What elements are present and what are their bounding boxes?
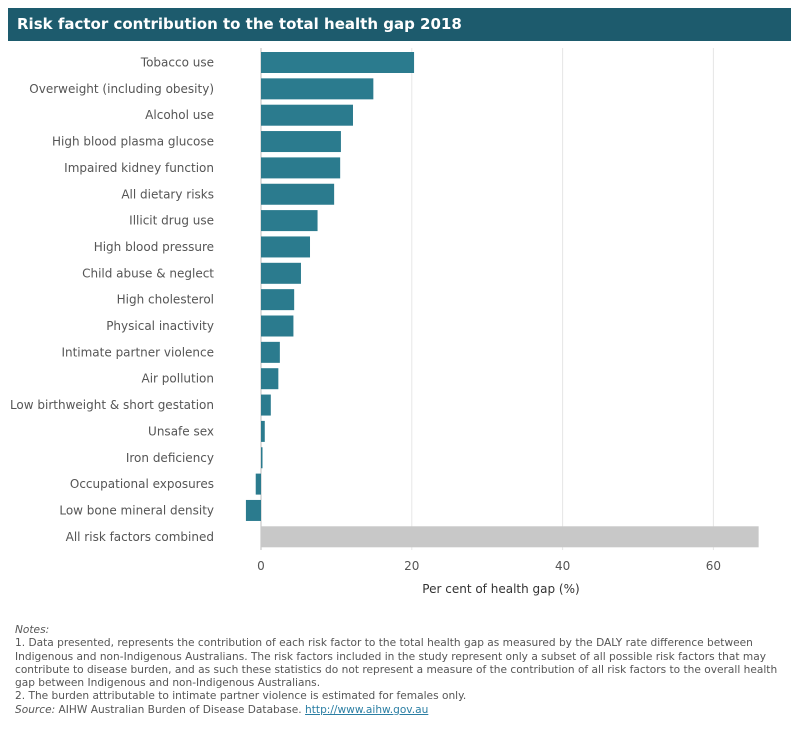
- x-tick-label: 60: [706, 559, 721, 573]
- category-labels: Tobacco use Overweight (including obesity…: [10, 56, 214, 544]
- bar-impaired-kidney-function[interactable]: [261, 157, 341, 179]
- bar-illicit-drug-use[interactable]: [261, 210, 318, 232]
- source-link[interactable]: http://www.aihw.gov.au: [305, 703, 429, 716]
- notes-section: Notes: 1. Data presented, represents the…: [15, 624, 785, 717]
- category-label: Air pollution: [141, 372, 214, 386]
- bar-high-cholesterol[interactable]: [261, 289, 295, 311]
- category-label: Child abuse & neglect: [82, 266, 214, 280]
- bar-occupational-exposures[interactable]: [255, 473, 261, 495]
- x-axis-title: Per cent of health gap (%): [422, 582, 579, 596]
- category-label: Overweight (including obesity): [29, 82, 214, 96]
- category-label: All dietary risks: [121, 187, 214, 201]
- bar-iron-deficiency[interactable]: [261, 447, 263, 469]
- bar-alcohol-use[interactable]: [261, 104, 353, 126]
- category-label: Alcohol use: [145, 108, 214, 122]
- x-tick-labels: 0 20 40 60: [257, 559, 721, 573]
- category-label: Illicit drug use: [129, 214, 214, 228]
- bars: [245, 52, 759, 548]
- x-tick-label: 0: [257, 559, 265, 573]
- bar-chart: Tobacco use Overweight (including obesity…: [10, 48, 759, 596]
- category-label: Iron deficiency: [126, 451, 214, 465]
- bar-high-blood-plasma-glucose[interactable]: [261, 131, 341, 153]
- bar-tobacco-use[interactable]: [261, 52, 415, 73]
- bar-air-pollution[interactable]: [261, 368, 279, 390]
- category-label: Low birthweight & short gestation: [10, 398, 214, 412]
- notes-heading: Notes:: [15, 624, 50, 636]
- category-label: Unsafe sex: [148, 424, 214, 438]
- category-label: High cholesterol: [117, 293, 214, 307]
- bar-unsafe-sex[interactable]: [261, 420, 265, 442]
- source-line: Source: AIHW Australian Burden of Diseas…: [15, 704, 785, 717]
- chart-title: Risk factor contribution to the total he…: [8, 8, 791, 41]
- source-label: Source:: [15, 703, 56, 716]
- bar-child-abuse-neglect[interactable]: [261, 262, 301, 284]
- note-1: 1. Data presented, represents the contri…: [15, 637, 778, 690]
- category-label: Tobacco use: [140, 56, 214, 70]
- x-tick-label: 40: [555, 559, 570, 573]
- category-label: High blood plasma glucose: [52, 135, 214, 149]
- bar-intimate-partner-violence[interactable]: [261, 341, 280, 363]
- category-label: Intimate partner violence: [61, 345, 214, 359]
- bar-high-blood-pressure[interactable]: [261, 236, 311, 258]
- bar-overweight-including-obesity[interactable]: [261, 78, 374, 100]
- category-label: Occupational exposures: [70, 477, 214, 491]
- category-label: Impaired kidney function: [64, 161, 214, 175]
- category-label: High blood pressure: [94, 240, 214, 254]
- source-text: AIHW Australian Burden of Disease Databa…: [55, 703, 306, 716]
- category-label: All risk factors combined: [66, 530, 214, 544]
- bar-all-dietary-risks[interactable]: [261, 183, 335, 205]
- bar-low-bone-mineral-density[interactable]: [245, 499, 261, 521]
- bar-physical-inactivity[interactable]: [261, 315, 294, 337]
- bar-all-risk-factors-combined[interactable]: [261, 526, 759, 548]
- category-label: Physical inactivity: [106, 319, 214, 333]
- x-tick-label: 20: [404, 559, 419, 573]
- bar-low-birthweight-short-gestation[interactable]: [261, 394, 271, 416]
- category-label: Low bone mineral density: [59, 503, 214, 517]
- note-2: 2. The burden attributable to intimate p…: [15, 690, 467, 703]
